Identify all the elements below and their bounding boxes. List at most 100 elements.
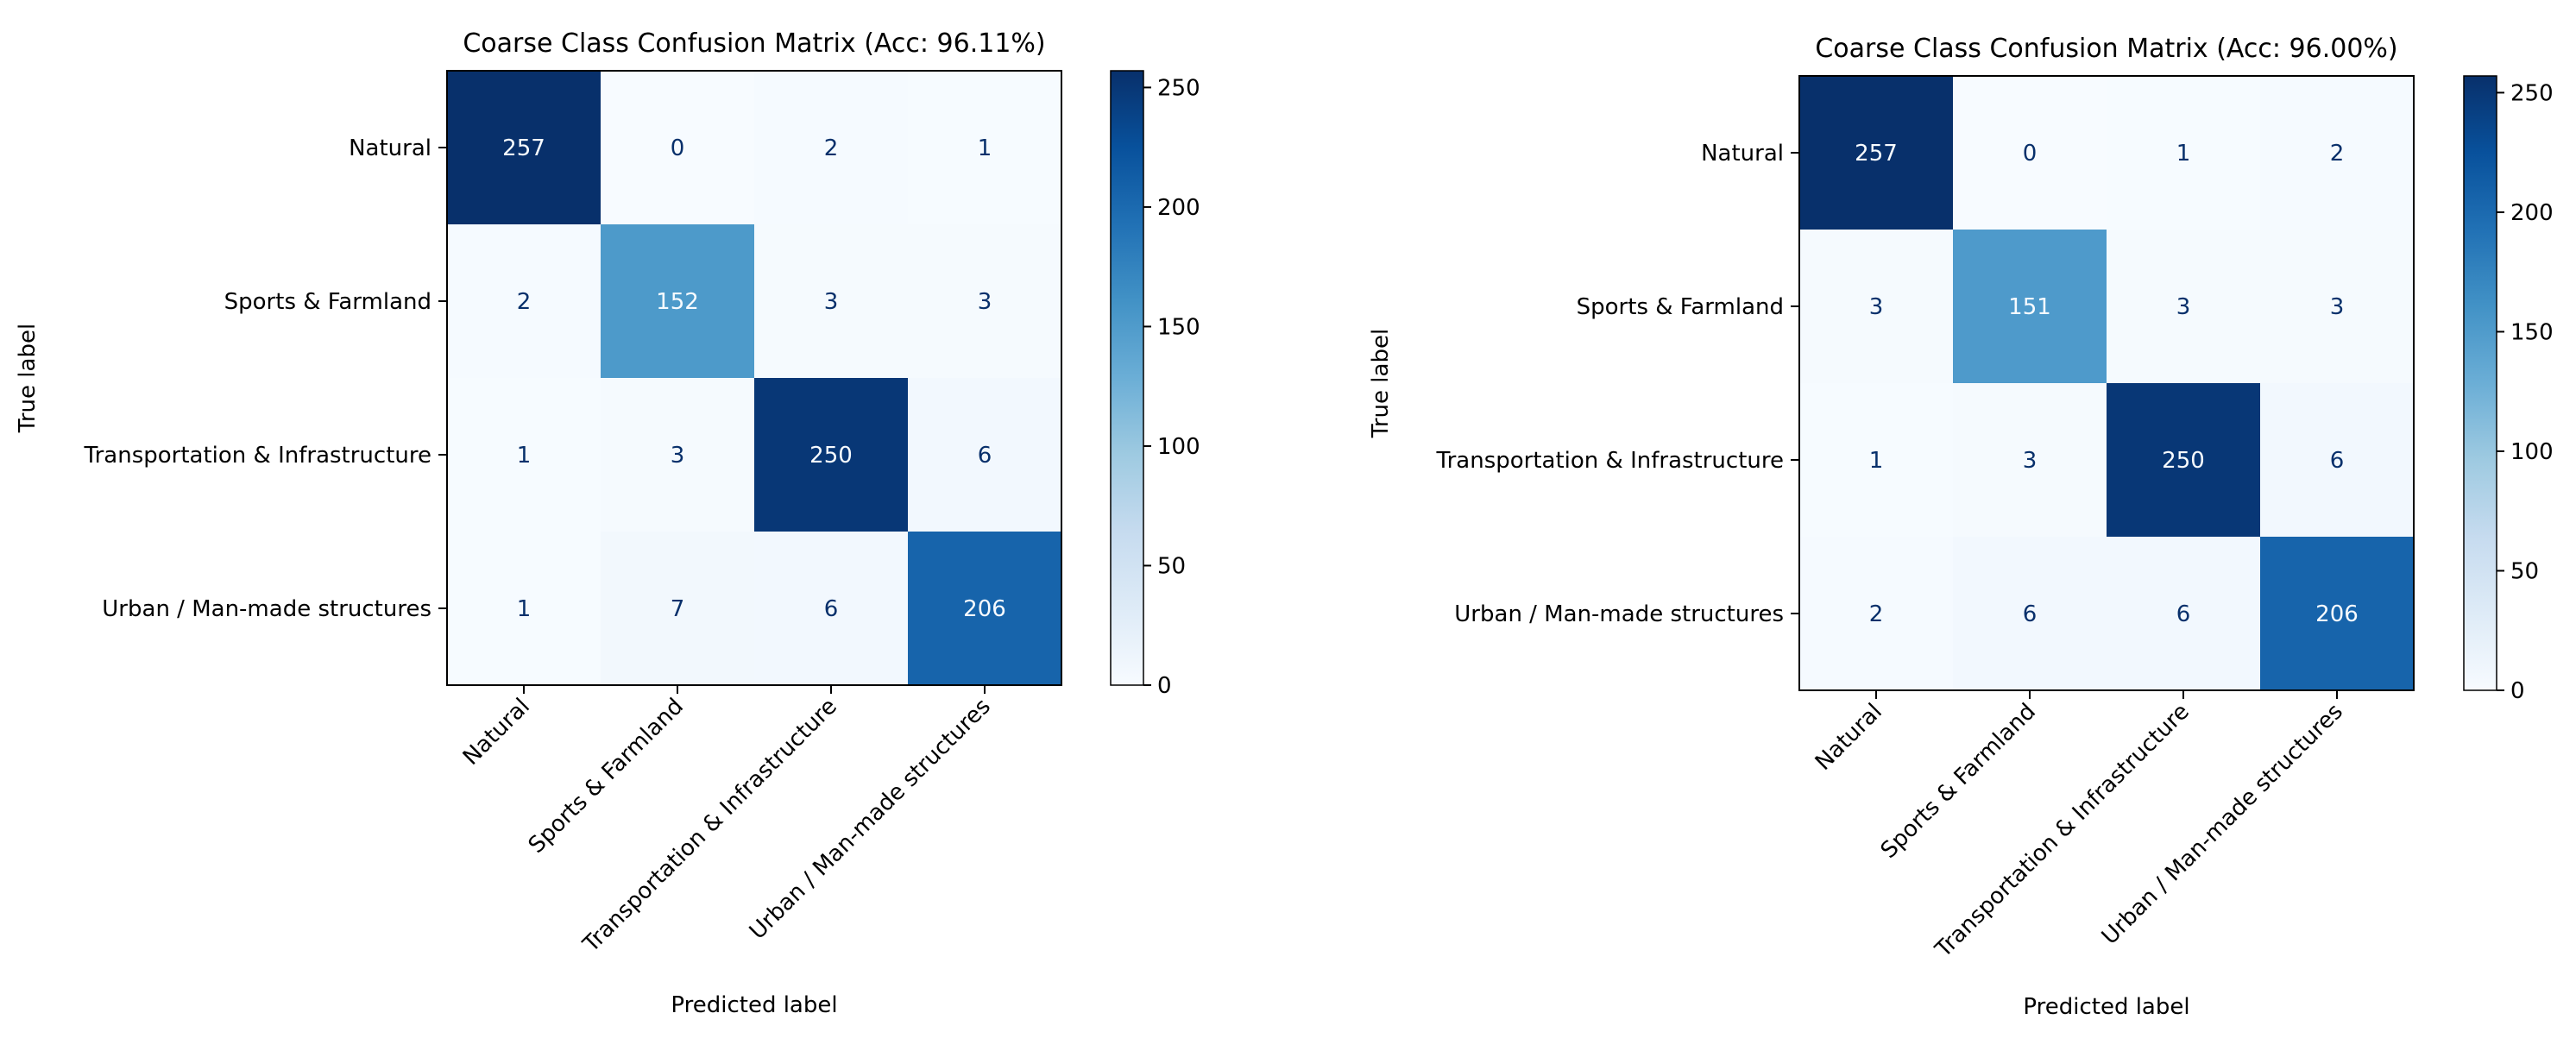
p2-cell-value-r0-c3: 2 bbox=[2330, 141, 2345, 167]
p1-cell-r2-c0 bbox=[447, 378, 601, 532]
p2-cell-r2-c3 bbox=[2260, 383, 2415, 538]
p2-colorbar-tick-label-250: 250 bbox=[2510, 80, 2554, 106]
p1-cell-r0-c2 bbox=[754, 71, 909, 225]
p2-cell-r2-c1 bbox=[1953, 383, 2107, 538]
p2-cell-value-r1-c2: 3 bbox=[2176, 294, 2191, 320]
p1-x-axis-label: Predicted label bbox=[671, 992, 837, 1018]
p2-cell-value-r2-c1: 3 bbox=[2023, 448, 2037, 474]
p1-cell-r2-c1 bbox=[601, 378, 755, 532]
p1-cell-r3-c1 bbox=[601, 532, 755, 686]
p1-cell-value-r3-c3: 206 bbox=[963, 596, 1006, 622]
p1-cell-value-r0-c0: 257 bbox=[502, 135, 545, 161]
confusion-matrix-panel-2: Coarse Class Confusion Matrix (Acc: 96.0… bbox=[1368, 34, 2554, 1020]
p2-colorbar bbox=[2463, 75, 2497, 691]
p1-cell-value-r3-c1: 7 bbox=[671, 596, 685, 622]
p2-y-tick-label-transportation-infrastructure: Transportation & Infrastructure bbox=[1436, 448, 1784, 474]
p2-cell-value-r0-c2: 1 bbox=[2176, 141, 2191, 167]
p1-y-axis-label: True label bbox=[15, 324, 41, 433]
p2-cell-value-r2-c3: 6 bbox=[2330, 448, 2345, 474]
p2-cell-value-r0-c0: 257 bbox=[1855, 141, 1898, 167]
p1-cell-r1-c0 bbox=[447, 224, 601, 379]
p2-colorbar-tick-label-150: 150 bbox=[2510, 319, 2554, 345]
p1-cell-r1-c1 bbox=[601, 224, 755, 379]
p2-cell-r3-c2 bbox=[2107, 537, 2261, 691]
p2-cell-r3-c3 bbox=[2260, 537, 2415, 691]
p1-cell-value-r3-c0: 1 bbox=[517, 596, 532, 622]
p1-y-tick-label-sports-farmland: Sports & Farmland bbox=[224, 289, 431, 315]
p2-cell-r0-c1 bbox=[1953, 76, 2107, 230]
p2-x-tick-label-sports-farmland: Sports & Farmland bbox=[1876, 699, 2041, 864]
p2-cell-value-r1-c0: 3 bbox=[1869, 294, 1884, 320]
p2-x-tick-label-transportation-infrastructure: Transportation & Infrastructure bbox=[1930, 699, 2195, 964]
p2-colorbar-tick-label-50: 50 bbox=[2510, 558, 2539, 584]
p2-cell-r3-c1 bbox=[1953, 537, 2107, 691]
p1-y-tick-label-urban-man-made-structures: Urban / Man-made structures bbox=[102, 596, 431, 622]
p2-cell-r0-c3 bbox=[2260, 76, 2415, 230]
confusion-matrix-panel-1: Coarse Class Confusion Matrix (Acc: 96.1… bbox=[15, 28, 1200, 1018]
p1-x-tick-label-sports-farmland: Sports & Farmland bbox=[524, 694, 689, 859]
p2-cell-value-r1-c1: 151 bbox=[2008, 294, 2051, 320]
p1-axes-frame bbox=[446, 70, 1062, 686]
p2-x-axis-label: Predicted label bbox=[2023, 994, 2189, 1020]
p2-cell-value-r3-c3: 206 bbox=[2315, 601, 2359, 627]
p1-cell-r1-c3 bbox=[908, 224, 1062, 379]
p1-y-tick-label-natural: Natural bbox=[349, 135, 431, 161]
p1-colorbar-tick-label-0: 0 bbox=[1157, 673, 1172, 699]
p2-cell-value-r0-c1: 0 bbox=[2023, 141, 2037, 167]
p1-cell-r0-c0 bbox=[447, 71, 601, 225]
p1-chart-title: Coarse Class Confusion Matrix (Acc: 96.1… bbox=[463, 28, 1045, 59]
p1-cell-value-r2-c2: 250 bbox=[809, 443, 853, 469]
p1-y-tick-label-transportation-infrastructure: Transportation & Infrastructure bbox=[84, 443, 431, 469]
p2-cell-r0-c2 bbox=[2107, 76, 2261, 230]
p2-cell-r1-c2 bbox=[2107, 230, 2261, 384]
p1-colorbar-tick-label-200: 200 bbox=[1157, 195, 1200, 221]
p1-cell-value-r1-c2: 3 bbox=[824, 289, 839, 315]
p1-colorbar bbox=[1110, 70, 1144, 686]
p1-cell-value-r2-c1: 3 bbox=[671, 443, 685, 469]
p2-cell-r3-c0 bbox=[1799, 537, 1954, 691]
p2-chart-title: Coarse Class Confusion Matrix (Acc: 96.0… bbox=[1815, 34, 2397, 64]
p1-cell-r0-c1 bbox=[601, 71, 755, 225]
p1-cell-r2-c2 bbox=[754, 378, 909, 532]
p2-colorbar-tick-label-200: 200 bbox=[2510, 200, 2554, 226]
p1-cell-r1-c2 bbox=[754, 224, 909, 379]
p1-cell-r3-c0 bbox=[447, 532, 601, 686]
p1-cell-value-r0-c2: 2 bbox=[824, 135, 839, 161]
p2-cell-value-r2-c2: 250 bbox=[2162, 448, 2205, 474]
p2-x-tick-label-natural: Natural bbox=[1811, 699, 1887, 776]
p2-cell-r2-c0 bbox=[1799, 383, 1954, 538]
p2-cell-r1-c0 bbox=[1799, 230, 1954, 384]
p2-y-tick-label-sports-farmland: Sports & Farmland bbox=[1577, 294, 1784, 320]
p1-colorbar-tick-label-150: 150 bbox=[1157, 314, 1200, 340]
p1-x-tick-label-transportation-infrastructure: Transportation & Infrastructure bbox=[577, 694, 842, 959]
p2-cell-value-r2-c0: 1 bbox=[1869, 448, 1884, 474]
p1-cell-value-r0-c3: 1 bbox=[978, 135, 992, 161]
p2-y-tick-label-natural: Natural bbox=[1701, 141, 1784, 167]
p2-cell-r2-c2 bbox=[2107, 383, 2261, 538]
p2-cell-r1-c1 bbox=[1953, 230, 2107, 384]
p2-y-axis-label: True label bbox=[1368, 329, 1394, 438]
p2-cell-r0-c0 bbox=[1799, 76, 1954, 230]
p2-x-tick-label-urban-man-made-structures: Urban / Man-made structures bbox=[2097, 699, 2348, 950]
p2-cell-value-r3-c0: 2 bbox=[1869, 601, 1884, 627]
p1-cell-value-r2-c3: 6 bbox=[978, 443, 992, 469]
p1-x-tick-label-urban-man-made-structures: Urban / Man-made structures bbox=[745, 694, 996, 945]
p1-cell-r3-c3 bbox=[908, 532, 1062, 686]
p1-x-tick-label-natural: Natural bbox=[458, 694, 535, 771]
p1-colorbar-tick-label-250: 250 bbox=[1157, 75, 1200, 101]
p2-colorbar-tick-label-100: 100 bbox=[2510, 439, 2554, 465]
p2-y-tick-label-urban-man-made-structures: Urban / Man-made structures bbox=[1454, 601, 1784, 627]
p1-cell-value-r1-c0: 2 bbox=[517, 289, 532, 315]
p1-cell-r0-c3 bbox=[908, 71, 1062, 225]
p2-cell-value-r1-c3: 3 bbox=[2330, 294, 2345, 320]
p1-cell-value-r0-c1: 0 bbox=[671, 135, 685, 161]
p1-cell-value-r1-c3: 3 bbox=[978, 289, 992, 315]
p2-cell-r1-c3 bbox=[2260, 230, 2415, 384]
p2-axes-frame bbox=[1798, 75, 2415, 691]
p1-cell-value-r3-c2: 6 bbox=[824, 596, 839, 622]
p1-cell-value-r2-c0: 1 bbox=[517, 443, 532, 469]
p1-cell-r3-c2 bbox=[754, 532, 909, 686]
p2-cell-value-r3-c2: 6 bbox=[2176, 601, 2191, 627]
p2-colorbar-tick-label-0: 0 bbox=[2510, 678, 2525, 704]
